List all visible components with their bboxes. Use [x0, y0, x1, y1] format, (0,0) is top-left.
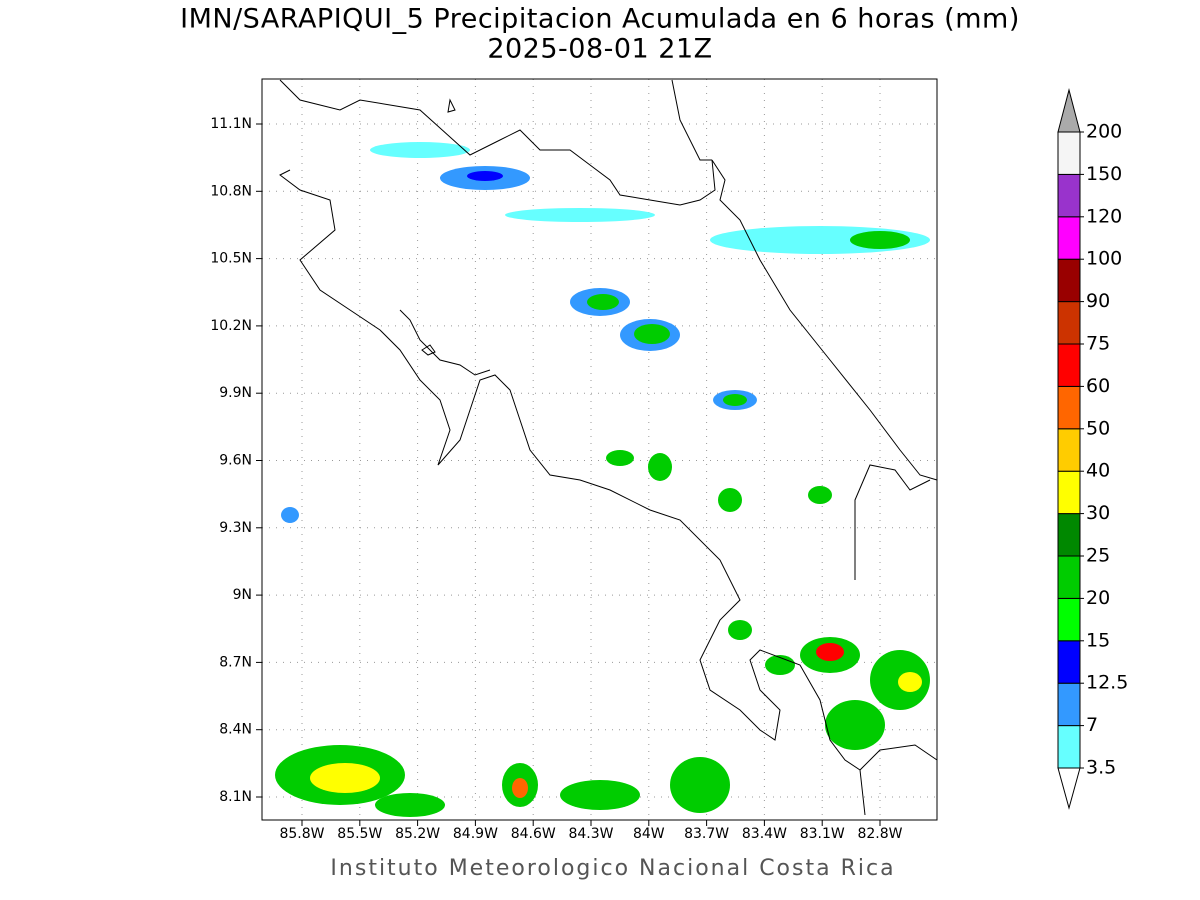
colorbar-label: 20	[1086, 587, 1110, 609]
axes: 11.1N 10.8N 10.5N 10.2N 9.9N 9.6N 9.3N 9N 8.7N 8.…	[210, 116, 902, 842]
colorbar-label: 120	[1086, 205, 1122, 227]
rain-area	[512, 778, 528, 798]
lat-label: 9.6N	[219, 453, 252, 469]
lat-label: 10.8N	[210, 183, 252, 199]
title: IMN/SARAPIQUI_5 Precipitacion Acumulada …	[180, 4, 1020, 35]
map-frame	[261, 78, 938, 821]
lat-label: 8.7N	[219, 654, 252, 670]
colorbar-label: 75	[1086, 333, 1110, 355]
colorbar-label: 150	[1086, 163, 1122, 185]
colorbar-label: 12.5	[1086, 672, 1128, 694]
colorbar-label: 50	[1086, 417, 1110, 439]
lon-label: 83.1W	[800, 826, 845, 842]
colorbar-bin	[1057, 597, 1081, 642]
rain-area	[723, 394, 747, 406]
rain-area	[310, 763, 380, 793]
lat-label: 9.3N	[219, 520, 252, 536]
colorbar-bin	[1057, 131, 1081, 175]
rain-area	[606, 450, 634, 466]
coastline	[279, 79, 938, 816]
lon-label: 85.8W	[279, 826, 324, 842]
lat-label: 9N	[233, 587, 252, 603]
colorbar-under	[1057, 767, 1081, 810]
colorbar-bin	[1057, 640, 1081, 684]
colorbar-bin	[1057, 258, 1081, 303]
colorbar-bin	[1057, 173, 1081, 218]
colorbar-label: 3.5	[1086, 757, 1116, 779]
rain-area	[718, 488, 742, 512]
lat-label: 8.1N	[219, 789, 252, 805]
rain-area	[281, 507, 299, 523]
subtitle: 2025-08-01 21Z	[487, 34, 712, 65]
lon-label: 84W	[633, 826, 665, 842]
lon-label: 83.7W	[684, 826, 729, 842]
colorbar-bin	[1057, 555, 1081, 599]
colorbar-label: 60	[1086, 375, 1110, 397]
colorbar-bin	[1057, 385, 1081, 430]
lat-label: 11.1N	[210, 116, 252, 132]
rain-area	[560, 780, 640, 810]
colorbar-bin	[1057, 470, 1081, 515]
rain-area	[825, 700, 885, 750]
colorbar-label: 7	[1086, 714, 1098, 736]
precipitation	[275, 142, 930, 817]
colorbar: 3.5 7 12.5 15 20 25 30 40 50 60 75 90 100 120 150 200	[1057, 88, 1128, 810]
rain-area	[670, 757, 730, 813]
footer: Instituto Meteorologico Nacional Costa R…	[330, 856, 895, 881]
colorbar-label: 25	[1086, 545, 1110, 567]
colorbar-label: 40	[1086, 460, 1110, 482]
lon-label: 85.5W	[337, 826, 382, 842]
colorbar-label: 100	[1086, 248, 1122, 270]
colorbar-label: 90	[1086, 290, 1110, 312]
colorbar-over	[1057, 88, 1081, 133]
rain-area	[816, 643, 844, 661]
rain-area	[850, 231, 910, 249]
colorbar-bin	[1057, 682, 1081, 727]
lon-label: 84.9W	[453, 826, 498, 842]
rain-area	[808, 486, 832, 504]
lat-label: 9.9N	[219, 385, 252, 401]
lat-label: 10.2N	[210, 318, 252, 334]
colorbar-label: 30	[1086, 502, 1110, 524]
lon-label: 83.4W	[742, 826, 787, 842]
rain-area	[467, 171, 503, 181]
rain-area	[728, 620, 752, 640]
colorbar-bin	[1057, 428, 1081, 472]
lon-label: 84.6W	[511, 826, 556, 842]
rain-area	[370, 142, 470, 158]
rain-area	[587, 294, 619, 310]
colorbar-bin	[1057, 343, 1081, 387]
rain-area	[375, 793, 445, 817]
rain-area	[505, 208, 655, 222]
colorbar-bin	[1057, 301, 1081, 345]
colorbar-bin	[1057, 513, 1081, 557]
colorbar-bin	[1057, 725, 1081, 769]
rain-area	[634, 324, 670, 344]
lat-label: 10.5N	[210, 251, 252, 267]
colorbar-bin	[1057, 216, 1081, 260]
colorbar-label: 200	[1086, 121, 1122, 143]
lon-label: 84.3W	[568, 826, 613, 842]
lat-label: 8.4N	[219, 722, 252, 738]
rain-area	[898, 672, 922, 692]
rain-area	[648, 453, 672, 481]
lon-label: 85.2W	[395, 826, 440, 842]
lon-label: 82.8W	[857, 826, 902, 842]
colorbar-label: 15	[1086, 629, 1110, 651]
